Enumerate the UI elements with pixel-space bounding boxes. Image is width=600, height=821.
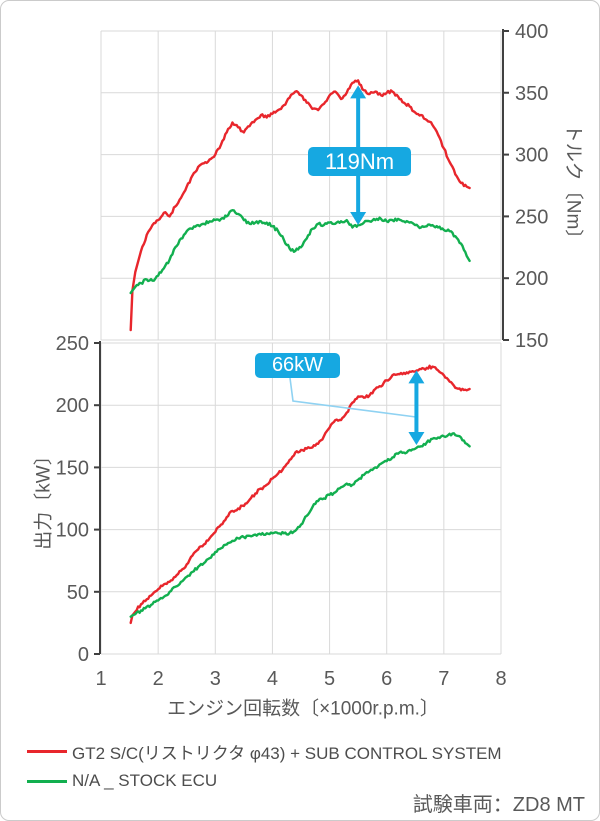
annotation-arrowhead-up xyxy=(408,370,425,384)
legend-item-na: N/A _ STOCK ECU xyxy=(27,766,502,796)
y-tick-label: 150 xyxy=(515,330,548,352)
y-tick-label: 350 xyxy=(515,83,548,105)
x-tick-label: 4 xyxy=(267,668,278,690)
x-tick-label: 6 xyxy=(381,668,392,690)
y-tick-label: 250 xyxy=(515,206,548,228)
legend-item-gt2: GT2 S/C(リストリクタ φ43) + SUB CONTROL SYSTEM xyxy=(27,736,502,766)
legend: GT2 S/C(リストリクタ φ43) + SUB CONTROL SYSTEM… xyxy=(27,736,502,796)
gt2-line-swatch xyxy=(27,749,67,753)
legend-label-na: N/A _ STOCK ECU xyxy=(72,771,218,790)
y-tick-label: 250 xyxy=(56,333,89,355)
torque-curve-na xyxy=(129,208,471,295)
y-tick-label: 200 xyxy=(515,268,548,290)
legend-label-gt2: GT2 S/C(リストリクタ φ43) + SUB CONTROL SYSTEM xyxy=(72,743,502,763)
y-tick-label: 100 xyxy=(56,520,89,542)
x-tick-label: 8 xyxy=(495,668,506,690)
annotation-arrowhead-up xyxy=(350,85,367,99)
power-curve-na xyxy=(129,432,471,618)
x-tick-label: 2 xyxy=(153,668,164,690)
y-tick-label: 150 xyxy=(56,457,89,479)
annotation-leader-line xyxy=(289,377,417,418)
power-curve-gt2 xyxy=(129,364,471,625)
x-tick-label: 1 xyxy=(95,668,106,690)
y-tick-label: 400 xyxy=(515,21,548,43)
annotation-arrowhead-down xyxy=(408,432,425,446)
power-difference-annotation: 66kW xyxy=(255,353,340,378)
torque-curve-gt2 xyxy=(129,79,471,332)
torque-difference-annotation: 119Nm xyxy=(308,147,411,176)
x-tick-label: 5 xyxy=(324,668,335,690)
x-tick-label: 3 xyxy=(210,668,221,690)
annotation-arrowhead-down xyxy=(350,212,367,226)
na-line-swatch xyxy=(27,779,67,783)
y-tick-label: 50 xyxy=(67,582,89,604)
test-vehicle-note: 試験車両：ZD8 MT xyxy=(412,794,585,816)
x-tick-label: 7 xyxy=(438,668,449,690)
y-tick-label: 200 xyxy=(56,395,89,417)
y-tick-label: 0 xyxy=(78,644,89,666)
y-tick-label: 300 xyxy=(515,145,548,167)
